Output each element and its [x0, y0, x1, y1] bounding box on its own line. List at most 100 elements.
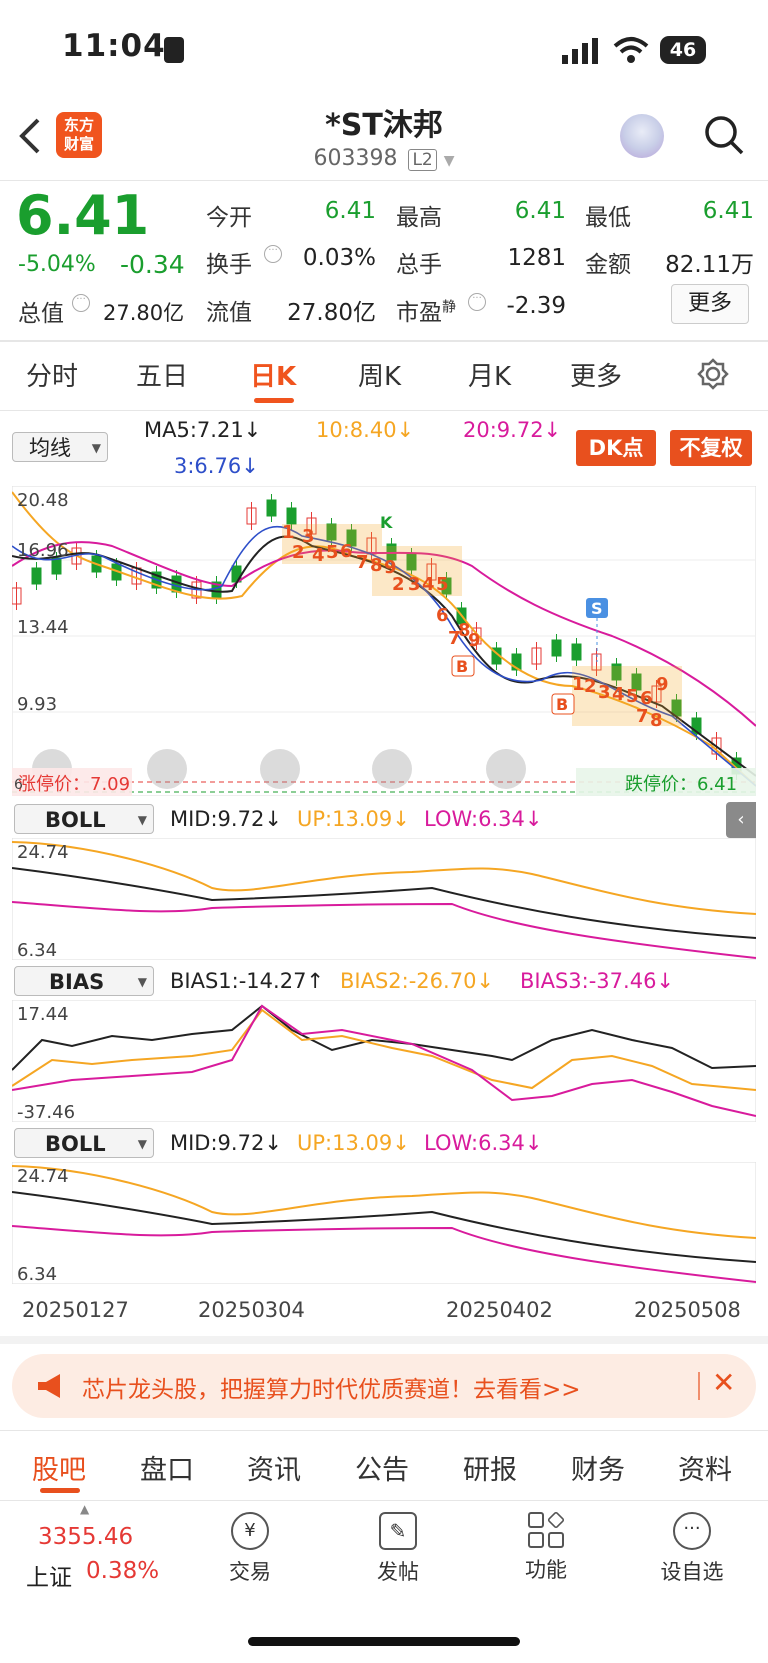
- index-value[interactable]: 3355.46: [38, 1524, 134, 1550]
- tab-announcement[interactable]: 公告: [355, 1455, 409, 1486]
- ma5-value: MA5:7.21↓: [144, 418, 262, 442]
- no-adjust-button[interactable]: 不复权: [670, 430, 752, 466]
- tab-pankou[interactable]: 盘口: [140, 1455, 194, 1486]
- svg-text:8: 8: [370, 555, 383, 576]
- robot-assistant-icon[interactable]: [620, 114, 664, 158]
- svg-text:2: 2: [392, 574, 405, 595]
- y-axis-label: 20.48: [17, 490, 69, 511]
- ma-selector[interactable]: 均线 ▼: [12, 432, 108, 462]
- trade-yen-icon: ¥: [231, 1512, 269, 1550]
- back-icon[interactable]: [18, 116, 42, 156]
- wifi-icon: [613, 37, 649, 63]
- boll2-mid: MID:9.72↓: [170, 1131, 282, 1155]
- svg-text:9: 9: [656, 674, 669, 695]
- volume-value: 1281: [507, 245, 566, 271]
- svg-text:4: 4: [422, 574, 435, 595]
- info-icon[interactable]: ···: [72, 294, 90, 312]
- mcap-label: 总值: [18, 301, 64, 327]
- float-value: 27.80亿: [287, 300, 376, 326]
- close-icon[interactable]: ✕: [712, 1366, 736, 1399]
- svg-text:S: S: [591, 599, 603, 618]
- open-value: 6.41: [324, 198, 376, 224]
- tab-weekly-k[interactable]: 周K: [358, 362, 402, 392]
- boll-selector-2[interactable]: BOLL ▼: [14, 1128, 154, 1158]
- bias-selector[interactable]: BIAS ▼: [14, 966, 154, 996]
- svg-text:B: B: [456, 657, 468, 676]
- info-icon[interactable]: ···: [468, 293, 486, 311]
- tab-profile[interactable]: 资料: [678, 1455, 732, 1486]
- boll-mid: MID:9.72↓: [170, 807, 282, 831]
- svg-text:5: 5: [326, 542, 339, 563]
- search-icon[interactable]: [703, 114, 745, 156]
- tab-guba[interactable]: 股吧: [32, 1455, 86, 1486]
- date-label: 20250508: [634, 1298, 741, 1322]
- tab-news[interactable]: 资讯: [247, 1455, 301, 1486]
- bias-chart: [12, 1000, 756, 1122]
- turnover-label: 换手: [206, 252, 252, 278]
- bias-ytop: 17.44: [17, 1004, 69, 1025]
- pe-value: -2.39: [506, 293, 566, 319]
- promo-banner[interactable]: 芯片龙头股，把握算力时代优质赛道！去看看>> ✕: [12, 1354, 756, 1418]
- tab-daily-k[interactable]: 日K: [250, 362, 297, 392]
- svg-text:9: 9: [384, 557, 397, 578]
- tab-finance[interactable]: 财务: [571, 1455, 625, 1486]
- nav-post[interactable]: ✎ 发帖: [358, 1512, 438, 1586]
- date-label: 20250402: [446, 1298, 553, 1322]
- info-icon[interactable]: ···: [264, 245, 282, 263]
- tab-minute[interactable]: 分时: [26, 362, 79, 392]
- more-button[interactable]: 更多: [671, 284, 749, 324]
- change-amount: -0.34: [120, 250, 185, 279]
- svg-text:8: 8: [650, 710, 663, 731]
- y-axis-label: 6: [14, 777, 23, 793]
- settings-gear-icon[interactable]: [697, 358, 729, 390]
- low-value: 6.41: [702, 198, 754, 224]
- promo-text: 芯片龙头股，把握算力时代优质赛道！去看看>>: [82, 1377, 581, 1403]
- high-value: 6.41: [514, 198, 566, 224]
- pe-label: 市盈静: [396, 299, 456, 326]
- nav-watchlist[interactable]: ··· 设自选: [652, 1512, 732, 1586]
- edit-pencil-icon: ✎: [379, 1512, 417, 1550]
- status-bar: 11:04 46: [0, 0, 768, 100]
- dk-point-button[interactable]: DK点: [576, 430, 656, 466]
- svg-text:7: 7: [636, 706, 649, 727]
- bias2-value: BIAS2:-26.70↓: [340, 969, 495, 993]
- level-badge: L2: [408, 149, 437, 171]
- tab-5day[interactable]: 五日: [136, 362, 189, 392]
- y-axis-label: 13.44: [17, 617, 69, 638]
- boll-selector[interactable]: BOLL ▼: [14, 804, 154, 834]
- grid-apps-icon: [528, 1510, 566, 1548]
- svg-text:1: 1: [572, 674, 585, 695]
- boll2-ybot: 6.34: [17, 1264, 58, 1285]
- svg-text:6: 6: [640, 688, 653, 709]
- boll-chart-2: [12, 1162, 756, 1284]
- boll2-ytop: 24.74: [17, 1166, 69, 1187]
- collapse-chevron-icon[interactable]: ‹: [726, 802, 756, 838]
- tab-research[interactable]: 研报: [463, 1455, 517, 1486]
- boll-up: UP:13.09↓: [297, 807, 410, 831]
- last-price: 6.41: [16, 184, 150, 247]
- date-label: 20250304: [198, 1298, 305, 1322]
- bias3-value: BIAS3:-37.46↓: [520, 969, 675, 993]
- turnover-value: 0.03%: [302, 245, 376, 271]
- low-label: 最低: [585, 205, 631, 231]
- boll-chart: [12, 838, 756, 960]
- svg-text:5: 5: [626, 686, 639, 707]
- stock-code-row[interactable]: 603398 L2 ▼: [0, 146, 768, 171]
- tab-monthly-k[interactable]: 月K: [468, 362, 512, 392]
- svg-text:4: 4: [612, 684, 625, 705]
- nav-function[interactable]: 功能: [506, 1510, 586, 1584]
- boll-ytop: 24.74: [17, 842, 69, 863]
- svg-text:6: 6: [436, 605, 449, 626]
- svg-text:2: 2: [292, 542, 305, 563]
- person-badge-icon: [164, 37, 184, 63]
- index-name: 上证: [26, 1565, 72, 1591]
- float-label: 流值: [206, 300, 252, 326]
- amount-value: 82.11万: [665, 252, 754, 278]
- stock-code: 603398: [313, 146, 398, 171]
- svg-text:3: 3: [408, 574, 421, 595]
- mcap-value: 27.80亿: [103, 301, 185, 325]
- svg-text:6: 6: [340, 541, 353, 562]
- tab-more[interactable]: 更多: [570, 362, 623, 392]
- nav-trade[interactable]: ¥ 交易: [210, 1512, 290, 1586]
